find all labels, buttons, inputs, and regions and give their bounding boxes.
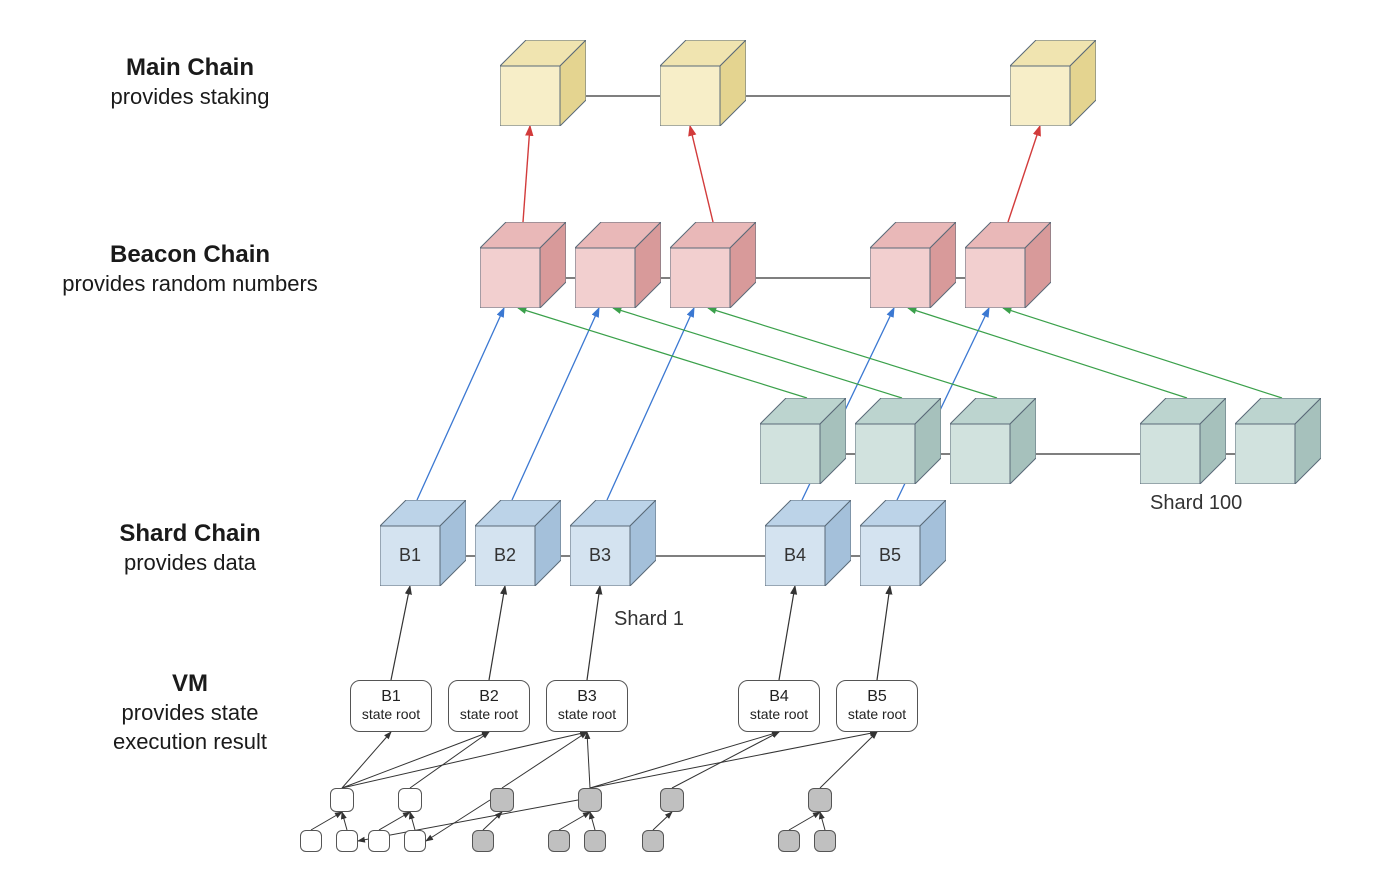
tree-child-node (404, 830, 426, 852)
tree-child-node (584, 830, 606, 852)
section-shard: Shard Chain provides data (40, 518, 340, 578)
tree-child-node (778, 830, 800, 852)
beacon-chain-cube (870, 222, 956, 308)
shard1-cube (380, 500, 466, 586)
tree-child-node (642, 830, 664, 852)
state-root-sub: state root (547, 706, 627, 723)
tree-root-node (578, 788, 602, 812)
shard100-cube (950, 398, 1036, 484)
shard-sub: provides data (124, 550, 256, 575)
vm-title: VM (172, 670, 208, 697)
beacon-chain-cube (575, 222, 661, 308)
shard100-cube (1140, 398, 1226, 484)
state-root-box: B4 state root (738, 680, 820, 732)
main-title: Main Chain (126, 54, 254, 81)
beacon-title: Beacon Chain (110, 241, 270, 268)
tree-root-node (808, 788, 832, 812)
shard-title: Shard Chain (119, 520, 260, 547)
tree-child-node (472, 830, 494, 852)
state-root-sub: state root (449, 706, 529, 723)
shard1-cube (570, 500, 656, 586)
tree-child-node (548, 830, 570, 852)
tree-root-node (660, 788, 684, 812)
beacon-sub: provides random numbers (62, 271, 318, 296)
state-root-label: B2 (449, 687, 529, 706)
state-root-box: B5 state root (836, 680, 918, 732)
beacon-chain-cube (965, 222, 1051, 308)
section-beacon: Beacon Chain provides random numbers (40, 239, 340, 299)
state-root-label: B1 (351, 687, 431, 706)
tree-child-node (368, 830, 390, 852)
shard100-cube (1235, 398, 1321, 484)
main-chain-cube (660, 40, 746, 126)
shard1-label: Shard 1 (614, 608, 684, 631)
shard100-cube (760, 398, 846, 484)
beacon-chain-cube (670, 222, 756, 308)
tree-root-node (490, 788, 514, 812)
tree-child-node (814, 830, 836, 852)
state-root-sub: state root (739, 706, 819, 723)
beacon-chain-cube (480, 222, 566, 308)
state-root-sub: state root (837, 706, 917, 723)
vm-sub2: execution result (113, 729, 267, 754)
state-root-box: B3 state root (546, 680, 628, 732)
shard1-cube (475, 500, 561, 586)
tree-root-node (398, 788, 422, 812)
tree-child-node (300, 830, 322, 852)
section-vm: VM provides state execution result (40, 668, 340, 756)
shard1-cube (765, 500, 851, 586)
state-root-box: B1 state root (350, 680, 432, 732)
state-root-label: B3 (547, 687, 627, 706)
state-root-label: B5 (837, 687, 917, 706)
vm-sub1: provides state (122, 700, 259, 725)
tree-root-node (330, 788, 354, 812)
shard100-label: Shard 100 (1150, 492, 1242, 515)
state-root-box: B2 state root (448, 680, 530, 732)
main-chain-cube (1010, 40, 1096, 126)
section-main: Main Chain provides staking (40, 52, 340, 112)
state-root-sub: state root (351, 706, 431, 723)
tree-child-node (336, 830, 358, 852)
state-root-label: B4 (739, 687, 819, 706)
main-chain-cube (500, 40, 586, 126)
main-sub: provides staking (111, 84, 270, 109)
shard1-cube (860, 500, 946, 586)
shard100-cube (855, 398, 941, 484)
